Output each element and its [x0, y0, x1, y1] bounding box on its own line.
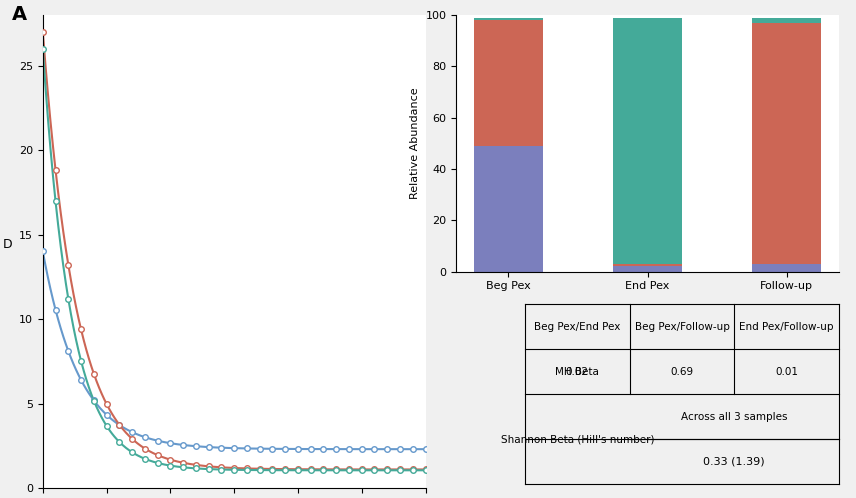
Text: A: A: [12, 5, 27, 24]
Text: Across all 3 samples: Across all 3 samples: [681, 412, 788, 422]
Bar: [473, 17, 544, 20]
Text: Shannon Beta (Hill's number): Shannon Beta (Hill's number): [501, 434, 654, 444]
Bar: [613, 266, 682, 271]
Text: 0.02: 0.02: [566, 367, 589, 376]
Bar: [752, 264, 822, 271]
Text: MH Beta: MH Beta: [556, 367, 599, 376]
Text: End Pex/Follow-up: End Pex/Follow-up: [740, 322, 834, 332]
Bar: [613, 264, 682, 266]
Text: Beg Pex/Follow-up: Beg Pex/Follow-up: [634, 322, 729, 332]
Bar: [752, 17, 822, 22]
Text: Beg Pex/End Pex: Beg Pex/End Pex: [534, 322, 621, 332]
Bar: [473, 20, 544, 146]
Text: 0.01: 0.01: [775, 367, 798, 376]
Bar: [613, 17, 682, 264]
Y-axis label: Relative Abundance: Relative Abundance: [410, 88, 420, 199]
Text: 0.69: 0.69: [670, 367, 693, 376]
Bar: [752, 22, 822, 264]
Bar: [473, 146, 544, 271]
Text: 0.33 (1.39): 0.33 (1.39): [704, 457, 765, 467]
Y-axis label: D: D: [3, 239, 13, 251]
